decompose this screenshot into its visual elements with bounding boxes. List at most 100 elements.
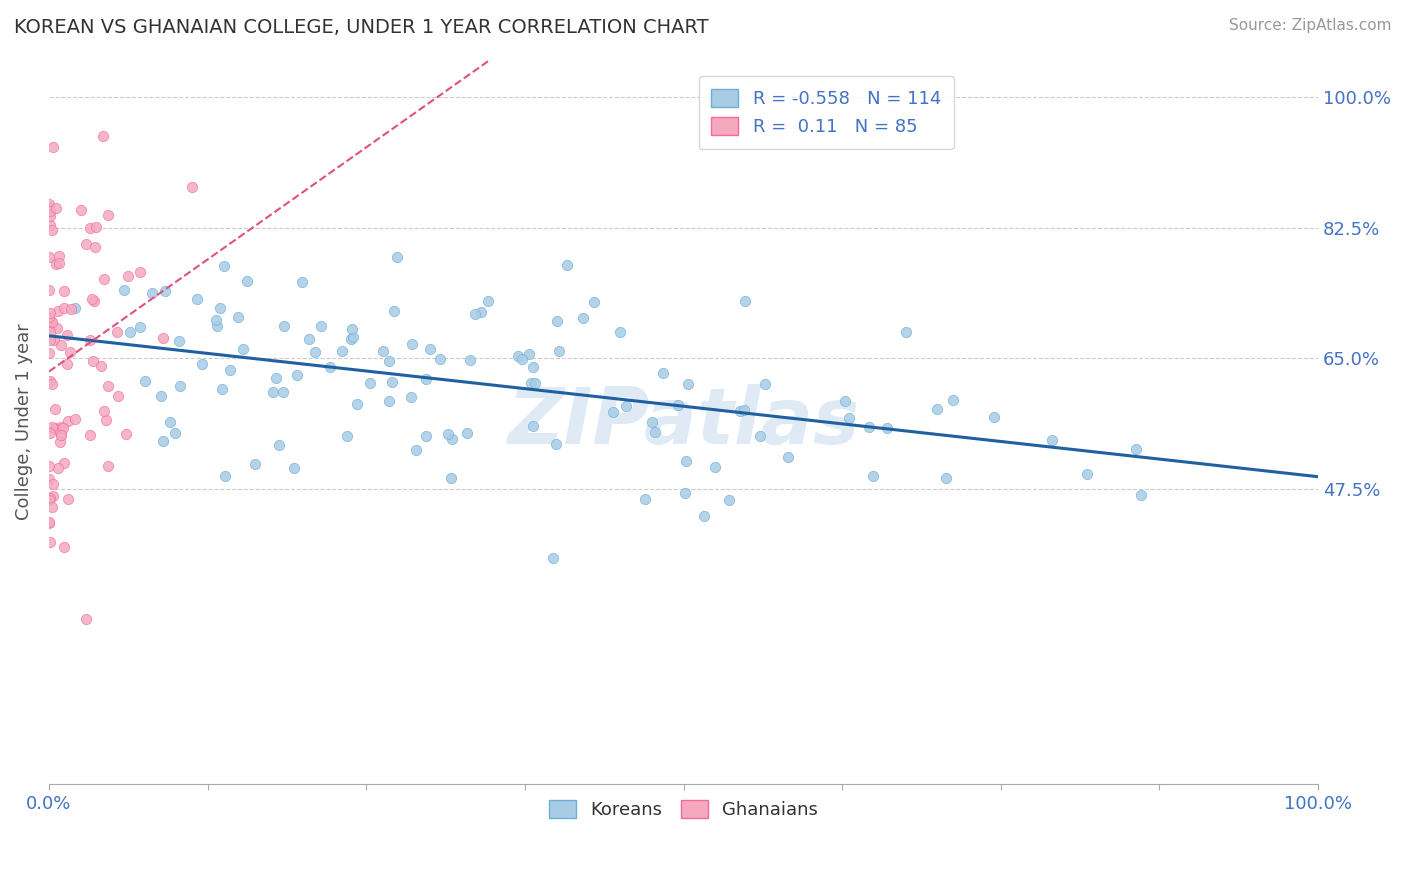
Point — [557, 258, 579, 272]
Point — [44, 402, 66, 417]
Point — [97, 379, 120, 393]
Point — [298, 332, 321, 346]
Point — [401, 337, 423, 351]
Point — [38, 458, 60, 473]
Point — [39, 491, 62, 505]
Point — [38, 493, 60, 508]
Point — [858, 419, 880, 434]
Point — [1076, 467, 1098, 481]
Point — [704, 459, 727, 474]
Point — [522, 419, 544, 434]
Point — [38, 472, 60, 486]
Point — [38, 333, 60, 347]
Point — [405, 443, 427, 458]
Point — [58, 345, 80, 359]
Y-axis label: College, Under 1 year: College, Under 1 year — [15, 324, 32, 520]
Point — [336, 429, 359, 443]
Point — [39, 203, 62, 218]
Point — [112, 283, 135, 297]
Point — [105, 325, 128, 339]
Point — [84, 239, 107, 253]
Point — [180, 180, 202, 194]
Point — [49, 420, 72, 434]
Point — [668, 398, 690, 412]
Point — [382, 304, 405, 318]
Point — [218, 363, 240, 377]
Point — [41, 500, 63, 515]
Point — [582, 294, 605, 309]
Point — [83, 294, 105, 309]
Point — [42, 489, 65, 503]
Point — [38, 283, 60, 297]
Point — [734, 293, 756, 308]
Point — [53, 284, 76, 298]
Point — [49, 428, 72, 442]
Point — [332, 343, 354, 358]
Point — [717, 493, 740, 508]
Point — [69, 202, 91, 217]
Point — [342, 329, 364, 343]
Point — [285, 368, 308, 382]
Point — [75, 612, 97, 626]
Point — [45, 257, 67, 271]
Point — [63, 412, 86, 426]
Point — [464, 307, 486, 321]
Point — [399, 390, 422, 404]
Text: Source: ZipAtlas.com: Source: ZipAtlas.com — [1229, 18, 1392, 33]
Point — [91, 129, 114, 144]
Point — [205, 313, 228, 327]
Point — [93, 272, 115, 286]
Point — [415, 428, 437, 442]
Point — [264, 370, 287, 384]
Point — [90, 359, 112, 373]
Point — [346, 397, 368, 411]
Point — [56, 357, 79, 371]
Point — [456, 425, 478, 440]
Point — [38, 196, 60, 211]
Point — [291, 275, 314, 289]
Point — [38, 305, 60, 319]
Point — [117, 268, 139, 283]
Point — [52, 301, 75, 316]
Point — [862, 468, 884, 483]
Point — [418, 343, 440, 357]
Point — [39, 314, 62, 328]
Point — [53, 541, 76, 555]
Point — [470, 305, 492, 319]
Point — [983, 409, 1005, 424]
Point — [429, 351, 451, 366]
Point — [1129, 488, 1152, 502]
Point — [84, 219, 107, 234]
Point — [38, 310, 60, 324]
Point — [60, 301, 83, 316]
Point — [45, 201, 67, 215]
Point — [38, 516, 60, 530]
Point — [876, 420, 898, 434]
Point — [46, 304, 69, 318]
Point — [46, 461, 69, 475]
Point — [942, 393, 965, 408]
Point — [114, 427, 136, 442]
Point — [97, 458, 120, 473]
Point — [614, 400, 637, 414]
Point — [38, 320, 60, 334]
Point — [693, 509, 716, 524]
Legend: Koreans, Ghanaians: Koreans, Ghanaians — [541, 792, 825, 826]
Point — [208, 301, 231, 316]
Point — [437, 426, 460, 441]
Point — [41, 420, 63, 434]
Point — [79, 220, 101, 235]
Point — [1125, 442, 1147, 457]
Point — [776, 450, 799, 464]
Point — [387, 250, 409, 264]
Point — [311, 319, 333, 334]
Point — [152, 434, 174, 449]
Point — [169, 379, 191, 393]
Point — [546, 437, 568, 451]
Point — [547, 344, 569, 359]
Point — [97, 208, 120, 222]
Point — [159, 415, 181, 429]
Point — [477, 293, 499, 308]
Point — [167, 334, 190, 348]
Point — [48, 249, 70, 263]
